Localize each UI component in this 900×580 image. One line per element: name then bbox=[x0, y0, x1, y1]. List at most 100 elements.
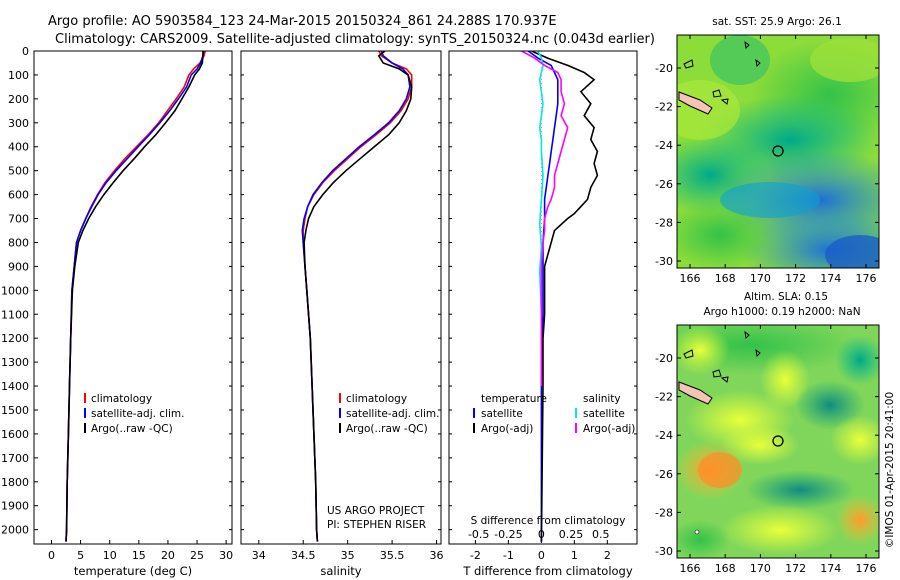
project-annotation-line-2: PI: STEPHEN RISER bbox=[327, 519, 426, 531]
map-x-tick-label: 176 bbox=[856, 562, 877, 575]
argo-position-marker bbox=[772, 435, 784, 447]
x-tick-label: 30 bbox=[219, 549, 233, 562]
legend-label-satellite: satellite-adj. clim. bbox=[91, 408, 184, 420]
x-tick-label: 10 bbox=[103, 549, 117, 562]
project-annotation-line-1: US ARGO PROJECT bbox=[327, 505, 425, 517]
x-tick-label: 2 bbox=[604, 549, 611, 562]
sla-map-subtitle: Argo h1000: 0.19 h2000: NaN bbox=[703, 306, 860, 318]
x-tick-label: 34.5 bbox=[291, 549, 316, 562]
sla-map-axes: 166 168 170 172 174 176 -20 -22 -24 -26 -28 -30 bbox=[655, 325, 879, 575]
series-line-argo-raw-qc bbox=[303, 51, 413, 542]
series-line-satellite-adj-clim bbox=[65, 51, 204, 542]
series-line-satellite bbox=[527, 51, 559, 542]
depth-tick-label: 2000 bbox=[1, 524, 29, 537]
s-difference-axis-label: S difference from climatology bbox=[471, 515, 626, 527]
sla-map-frame bbox=[676, 324, 880, 559]
series-line-argo-raw-qc bbox=[65, 51, 205, 542]
map-y-tick-label: -26 bbox=[655, 178, 673, 191]
map-y-tick-label: -24 bbox=[655, 429, 673, 442]
map-y-tick-label: -26 bbox=[655, 468, 673, 481]
depth-tick-label: 1500 bbox=[1, 404, 29, 417]
series-line-climatology bbox=[302, 51, 413, 542]
map-x-tick-label: 172 bbox=[785, 562, 806, 575]
temperature-panel-frame bbox=[33, 50, 233, 545]
map-x-tick-label: 170 bbox=[750, 272, 771, 285]
x-tick-label: 1 bbox=[571, 549, 578, 562]
series-line-satellite-adj-clim bbox=[301, 51, 411, 542]
series-line-satellite bbox=[537, 51, 544, 315]
map-y-tick-label: -22 bbox=[655, 391, 673, 404]
depth-tick-label: 800 bbox=[8, 236, 29, 249]
map-y-tick-label: -30 bbox=[655, 545, 673, 558]
temperature-legend: climatology satellite-adj. clim. Argo(..… bbox=[84, 393, 184, 435]
x-tick-label: 25 bbox=[190, 549, 204, 562]
imos-credit: ©IMOS 01-Apr-2015 20:41:00 bbox=[884, 392, 896, 548]
x-tick-label: 15 bbox=[132, 549, 146, 562]
x-tick-label: 5 bbox=[77, 549, 84, 562]
map-y-tick-label: -20 bbox=[655, 352, 673, 365]
map-y-tick-label: -24 bbox=[655, 139, 673, 152]
sst-map-title: sat. SST: 25.9 Argo: 26.1 bbox=[712, 16, 842, 28]
depth-tick-label: 300 bbox=[8, 117, 29, 130]
salinity-chart: 34 34.5 35 35.5 36 bbox=[241, 50, 444, 562]
x-tick-label: 0 bbox=[48, 549, 55, 562]
map-x-tick-label: 174 bbox=[820, 272, 841, 285]
series-group bbox=[521, 51, 599, 542]
s-diff-tick-label: 0.25 bbox=[559, 528, 584, 541]
x-tick-label: 20 bbox=[161, 549, 175, 562]
depth-tick-label: 1000 bbox=[1, 284, 29, 297]
temperature-chart: 0 5 10 15 20 25 30 bbox=[34, 50, 233, 562]
depth-tick-label: 200 bbox=[8, 93, 29, 106]
depth-tick-label: 900 bbox=[8, 260, 29, 273]
x-tick-label: 35.5 bbox=[380, 549, 405, 562]
legend-label-argo: Argo(..raw -QC) bbox=[91, 423, 173, 435]
depth-tick-label: 1600 bbox=[1, 428, 29, 441]
legend-label-s-argo: Argo(-adj) bbox=[583, 423, 635, 435]
map-x-tick-label: 176 bbox=[856, 272, 877, 285]
legend-label-t-argo: Argo(-adj) bbox=[481, 423, 533, 435]
depth-tick-label: 400 bbox=[8, 141, 29, 154]
series-line-climatology bbox=[65, 51, 206, 542]
t-difference-axis-label: T difference from climatology bbox=[462, 564, 633, 578]
depth-tick-label: 100 bbox=[8, 69, 29, 82]
legend-header-temperature: temperature bbox=[481, 393, 547, 405]
legend-label-t-satellite: satellite bbox=[481, 408, 523, 420]
map-y-tick-label: -30 bbox=[655, 255, 673, 268]
map-x-tick-label: 172 bbox=[785, 272, 806, 285]
map-x-tick-label: 166 bbox=[680, 562, 701, 575]
depth-tick-label: 1900 bbox=[1, 500, 29, 513]
depth-tick-label: 500 bbox=[8, 165, 29, 178]
sst-map-axes: 166 168 170 172 174 176 -20 -22 -24 -26 -28 -30 bbox=[655, 35, 879, 285]
depth-tick-label: 700 bbox=[8, 213, 29, 226]
map-y-tick-label: -20 bbox=[655, 62, 673, 75]
legend-label-climatology: climatology bbox=[91, 393, 152, 405]
sla-map-image bbox=[677, 325, 879, 558]
x-tick-label: 36 bbox=[430, 549, 444, 562]
salinity-panel-frame bbox=[240, 50, 442, 545]
depth-axis: 0 100 200 300 400 500 600 700 800 900 1000 1100 1200… bbox=[1, 45, 38, 537]
map-y-tick-label: -22 bbox=[655, 101, 673, 114]
legend-label-s-satellite: satellite bbox=[583, 408, 625, 420]
salinity-axis-label: salinity bbox=[320, 564, 361, 578]
map-x-tick-label: 170 bbox=[750, 562, 771, 575]
depth-tick-label: 600 bbox=[8, 189, 29, 202]
s-diff-tick-label: -0.25 bbox=[494, 528, 522, 541]
map-x-tick-label: 166 bbox=[680, 272, 701, 285]
x-tick-label: 0 bbox=[538, 549, 545, 562]
legend-label-argo: Argo(..raw -QC) bbox=[346, 423, 428, 435]
depth-tick-label: 1200 bbox=[1, 332, 29, 345]
depth-tick-label: 1400 bbox=[1, 380, 29, 393]
difference-legend: temperature satellite Argo(-adj) salinit… bbox=[473, 393, 635, 435]
map-x-tick-label: 168 bbox=[715, 272, 736, 285]
s-diff-tick-label: -0.5 bbox=[468, 528, 489, 541]
salinity-legend: climatology satellite-adj. clim. Argo(..… bbox=[339, 393, 439, 435]
legend-header-salinity: salinity bbox=[583, 393, 621, 405]
depth-tick-label: 1700 bbox=[1, 452, 29, 465]
header-line-2: Climatology: CARS2009. Satellite-adjuste… bbox=[55, 32, 655, 47]
x-tick-label: 35 bbox=[341, 549, 355, 562]
series-line-argo-adj bbox=[521, 51, 569, 386]
depth-tick-label: 0 bbox=[22, 45, 29, 58]
series-line-argo-adj bbox=[531, 51, 599, 542]
temperature-axis-label: temperature (deg C) bbox=[74, 564, 192, 578]
depth-tick-label: 1800 bbox=[1, 476, 29, 489]
